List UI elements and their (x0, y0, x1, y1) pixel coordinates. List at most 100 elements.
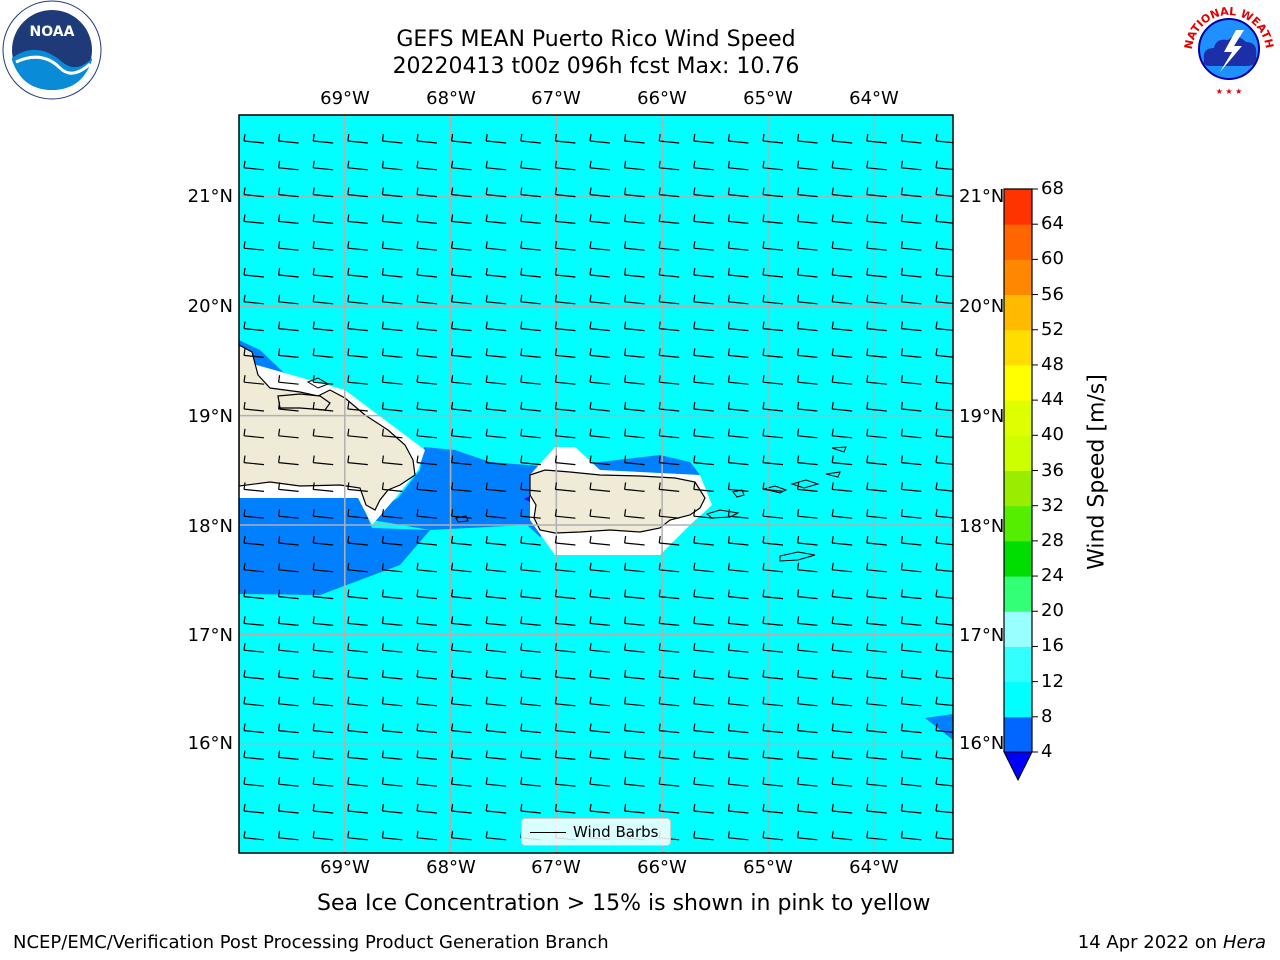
wind-barb (485, 160, 507, 171)
wind-barb (520, 723, 541, 734)
wind-barb (312, 348, 334, 358)
wind-barb (554, 241, 576, 251)
wind-barb (381, 375, 403, 385)
wind-barb (866, 803, 887, 814)
wind-barb (658, 267, 680, 278)
hispaniola-land (239, 344, 416, 511)
wind-barb (797, 723, 818, 734)
wind-barb (900, 830, 922, 841)
wind-barb (797, 160, 818, 171)
wind-barb (347, 589, 368, 600)
wind-barb (485, 616, 507, 626)
wind-barb (900, 214, 922, 224)
wind-barb (520, 562, 541, 573)
colorbar-segment (1004, 259, 1032, 296)
wind-barb (589, 401, 611, 412)
wind-barb (416, 777, 438, 787)
wind-barb (416, 294, 438, 305)
wind-barb (416, 321, 438, 332)
wind-barb (762, 133, 784, 144)
wind-barb (278, 750, 299, 760)
wind-barb (866, 589, 887, 600)
wind-barb (312, 241, 334, 251)
lat-label-left-17n: 17°N (187, 625, 233, 646)
wind-barb (658, 160, 680, 171)
wind-barb (347, 401, 368, 412)
wind-barb (381, 803, 403, 814)
colorbar-underflow (1003, 751, 1033, 782)
wind-barb (658, 321, 680, 332)
wind-barb (451, 777, 472, 787)
wind-barb (243, 696, 265, 707)
wind-barb (312, 616, 334, 626)
lat-label-right-16n: 16°N (959, 733, 1003, 754)
wind-barb (278, 375, 299, 385)
wind-barb (554, 401, 576, 412)
wind-barb (797, 187, 818, 198)
wind-barb (866, 241, 887, 251)
wind-barb (624, 214, 645, 224)
wind-barb (762, 348, 784, 358)
lat-label-right-21n: 21°N (959, 186, 1003, 207)
wind-barb (900, 562, 922, 573)
lon-label-top-66w: 66°W (637, 88, 687, 109)
wind-barb (554, 428, 576, 439)
wind-barb (554, 348, 576, 358)
wind-barb (451, 160, 472, 171)
wind-barb (520, 401, 541, 412)
wind-barb (797, 589, 818, 600)
wind-barb (451, 401, 472, 412)
wind-barb (485, 133, 507, 144)
colorbar-tick-label: 12 (1041, 670, 1064, 692)
wind-barb (658, 643, 680, 653)
wind-barb (900, 160, 922, 171)
wind-barb (381, 616, 403, 626)
wind-barb (243, 509, 265, 519)
map-subtitle-forecast: 20220413 t00z 096h fcst Max: 10.76 (392, 54, 800, 79)
wind-barb (312, 803, 334, 814)
wind-barb (797, 643, 818, 653)
wind-barb (243, 187, 265, 198)
wind-barb (520, 133, 541, 144)
wind-barb (278, 803, 299, 814)
wind-barb (312, 267, 334, 278)
wind-barb (693, 777, 714, 787)
wind-barb (589, 669, 611, 680)
colorbar-tick-label: 24 (1041, 565, 1064, 587)
wind-barb (624, 562, 645, 573)
wind-barb (312, 750, 334, 760)
sea-ice-note: Sea Ice Concentration > 15% is shown in … (317, 891, 931, 916)
wind-barb (658, 669, 680, 680)
wind-barb (520, 187, 541, 198)
wind-barb (554, 133, 576, 144)
wind-barb (624, 643, 645, 653)
wind-barb (658, 509, 680, 519)
colorbar-tick-label: 48 (1041, 353, 1064, 375)
wind-barb (797, 401, 818, 412)
saona-island (455, 515, 469, 523)
wind-barb (381, 562, 403, 573)
wind-barb (347, 669, 368, 680)
noaa-logo-text: NOAA (30, 24, 75, 40)
wind-barb (416, 750, 438, 760)
wind-barb (831, 669, 853, 680)
wind-barb (243, 589, 265, 600)
wind-barb (278, 509, 299, 519)
wind-barb (485, 723, 507, 734)
wind-barb (900, 321, 922, 332)
wind-barb (243, 482, 265, 492)
wind-barb (485, 241, 507, 251)
wind-barb (866, 535, 887, 546)
wind-barb (727, 321, 749, 332)
wind-barb (347, 214, 368, 224)
wind-barb (243, 455, 265, 466)
wind-barb (797, 428, 818, 439)
wind-barb (866, 669, 887, 680)
wind-barb (762, 375, 784, 385)
wind-barb (381, 187, 403, 198)
wind-barb (589, 562, 611, 573)
colorbar-tick-label: 56 (1041, 283, 1064, 305)
wind-barb (416, 669, 438, 680)
wind-barb (278, 160, 299, 171)
